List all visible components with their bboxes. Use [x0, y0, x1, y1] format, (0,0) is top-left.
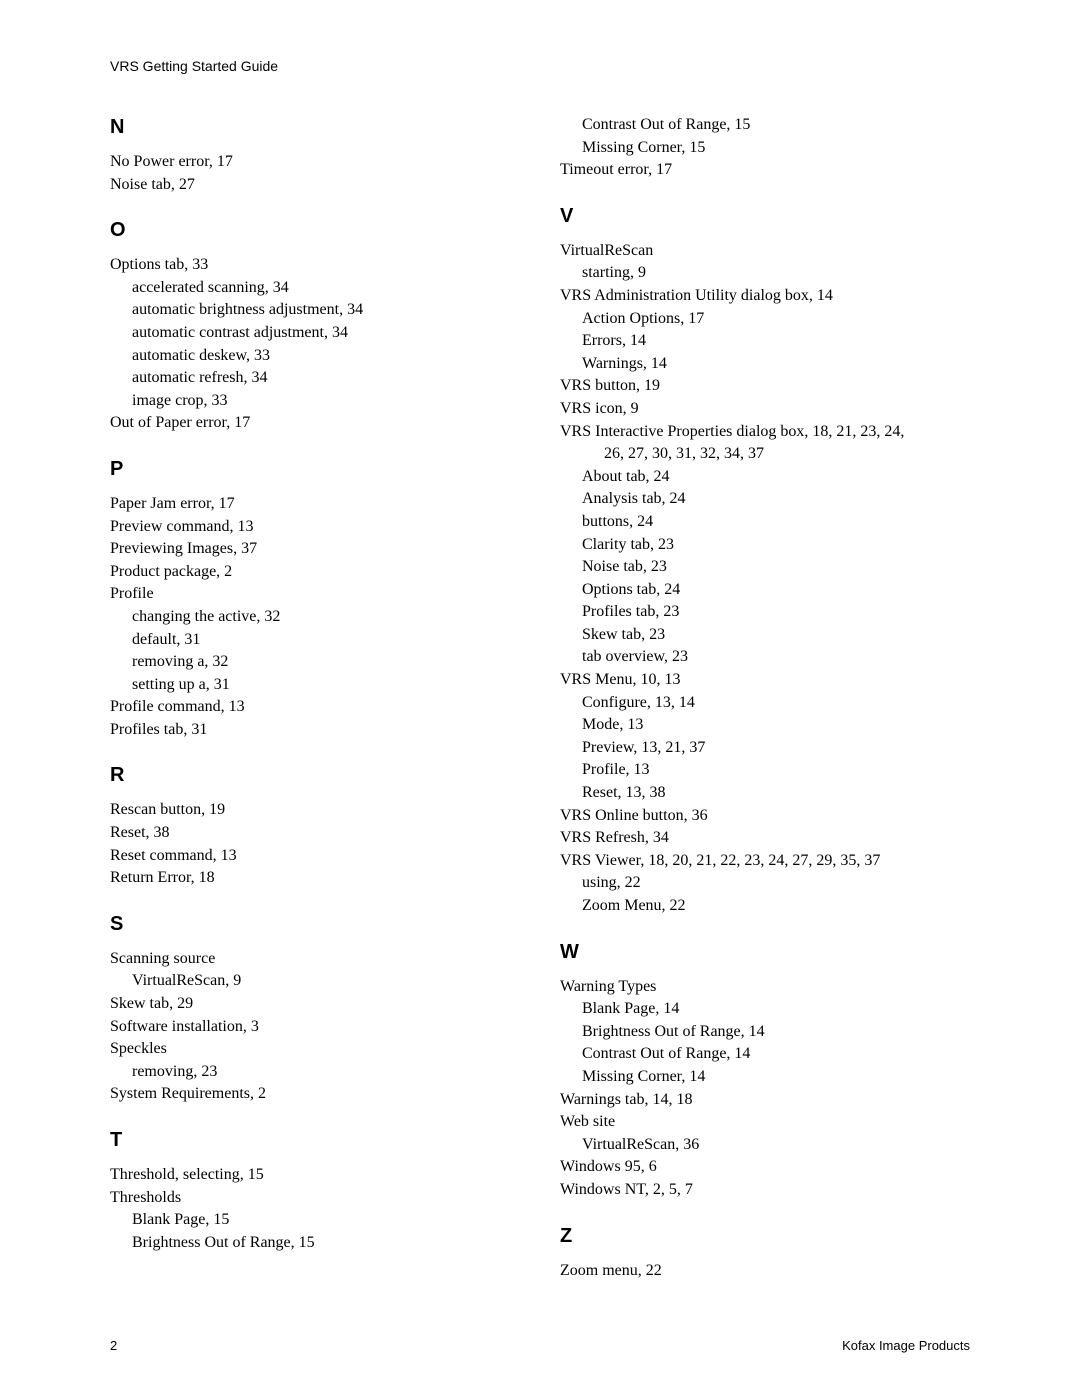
index-columns: N No Power error, 17 Noise tab, 27 O Opt… [110, 114, 970, 1282]
index-subentry: Blank Page, 14 [560, 998, 970, 1020]
index-entry: Paper Jam error, 17 [110, 493, 520, 515]
index-entry: VRS Online button, 36 [560, 805, 970, 827]
index-subentry: Analysis tab, 24 [560, 488, 970, 510]
index-subentry: Zoom Menu, 22 [560, 895, 970, 917]
index-entry: Zoom menu, 22 [560, 1260, 970, 1282]
index-subentry: Profile, 13 [560, 759, 970, 781]
index-subentry: setting up a, 31 [110, 674, 520, 696]
index-subentry: automatic refresh, 34 [110, 367, 520, 389]
index-subentry: starting, 9 [560, 262, 970, 284]
index-entry: VirtualReScan [560, 240, 970, 262]
index-entry: Software installation, 3 [110, 1016, 520, 1038]
index-subentry: automatic brightness adjustment, 34 [110, 299, 520, 321]
index-subentry: changing the active, 32 [110, 606, 520, 628]
index-subentry: VirtualReScan, 9 [110, 970, 520, 992]
index-subentry: 26, 27, 30, 31, 32, 34, 37 [560, 443, 970, 465]
index-entry: Previewing Images, 37 [110, 538, 520, 560]
index-entry: Rescan button, 19 [110, 799, 520, 821]
index-entry: No Power error, 17 [110, 151, 520, 173]
index-entry: VRS button, 19 [560, 375, 970, 397]
index-subentry: automatic deskew, 33 [110, 345, 520, 367]
footer-company: Kofax Image Products [842, 1338, 970, 1353]
index-subentry: Reset, 13, 38 [560, 782, 970, 804]
index-subentry: Contrast Out of Range, 14 [560, 1043, 970, 1065]
index-page: VRS Getting Started Guide N No Power err… [0, 0, 1080, 1397]
letter-heading-n: N [110, 114, 520, 141]
letter-heading-r: R [110, 762, 520, 789]
index-subentry: Profiles tab, 23 [560, 601, 970, 623]
index-subentry: buttons, 24 [560, 511, 970, 533]
index-subentry: removing a, 32 [110, 651, 520, 673]
right-column: Contrast Out of Range, 15 Missing Corner… [560, 114, 970, 1282]
index-entry: Skew tab, 29 [110, 993, 520, 1015]
index-subentry: Warnings, 14 [560, 353, 970, 375]
index-subentry: image crop, 33 [110, 390, 520, 412]
index-subentry: using, 22 [560, 872, 970, 894]
index-subentry: accelerated scanning, 34 [110, 277, 520, 299]
index-subentry: Brightness Out of Range, 15 [110, 1232, 520, 1254]
index-subentry: Configure, 13, 14 [560, 692, 970, 714]
index-entry: Product package, 2 [110, 561, 520, 583]
index-entry: Threshold, selecting, 15 [110, 1164, 520, 1186]
index-entry: Web site [560, 1111, 970, 1133]
letter-heading-s: S [110, 911, 520, 938]
index-entry: Profile command, 13 [110, 696, 520, 718]
index-subentry: Options tab, 24 [560, 579, 970, 601]
index-entry: VRS Viewer, 18, 20, 21, 22, 23, 24, 27, … [560, 850, 970, 872]
index-subentry: About tab, 24 [560, 466, 970, 488]
index-subentry: Blank Page, 15 [110, 1209, 520, 1231]
index-subentry: Missing Corner, 15 [560, 137, 970, 159]
index-entry: VRS Refresh, 34 [560, 827, 970, 849]
letter-heading-z: Z [560, 1223, 970, 1250]
index-entry: Windows NT, 2, 5, 7 [560, 1179, 970, 1201]
index-entry: VRS Menu, 10, 13 [560, 669, 970, 691]
index-entry: System Requirements, 2 [110, 1083, 520, 1105]
index-entry: Warnings tab, 14, 18 [560, 1089, 970, 1111]
letter-heading-v: V [560, 203, 970, 230]
left-column: N No Power error, 17 Noise tab, 27 O Opt… [110, 114, 520, 1282]
running-header: VRS Getting Started Guide [110, 58, 970, 74]
page-number: 2 [110, 1338, 117, 1353]
index-entry: Noise tab, 27 [110, 174, 520, 196]
letter-heading-o: O [110, 217, 520, 244]
index-subentry: Noise tab, 23 [560, 556, 970, 578]
index-entry: Scanning source [110, 948, 520, 970]
index-entry: Warning Types [560, 976, 970, 998]
index-entry: Speckles [110, 1038, 520, 1060]
index-entry: VRS Administration Utility dialog box, 1… [560, 285, 970, 307]
index-entry: Reset, 38 [110, 822, 520, 844]
index-subentry: automatic contrast adjustment, 34 [110, 322, 520, 344]
index-subentry: Clarity tab, 23 [560, 534, 970, 556]
index-subentry: Brightness Out of Range, 14 [560, 1021, 970, 1043]
index-subentry: removing, 23 [110, 1061, 520, 1083]
index-entry: Out of Paper error, 17 [110, 412, 520, 434]
page-footer: 2 Kofax Image Products [110, 1338, 970, 1353]
index-subentry: Missing Corner, 14 [560, 1066, 970, 1088]
index-subentry: Errors, 14 [560, 330, 970, 352]
index-subentry: Mode, 13 [560, 714, 970, 736]
index-entry: Reset command, 13 [110, 845, 520, 867]
index-entry: Thresholds [110, 1187, 520, 1209]
letter-heading-p: P [110, 456, 520, 483]
index-subentry: default, 31 [110, 629, 520, 651]
index-entry: Windows 95, 6 [560, 1156, 970, 1178]
letter-heading-w: W [560, 939, 970, 966]
index-subentry: tab overview, 23 [560, 646, 970, 668]
index-subentry: Skew tab, 23 [560, 624, 970, 646]
index-entry: Timeout error, 17 [560, 159, 970, 181]
index-subentry: Preview, 13, 21, 37 [560, 737, 970, 759]
index-entry: Return Error, 18 [110, 867, 520, 889]
index-subentry: Contrast Out of Range, 15 [560, 114, 970, 136]
index-entry: Options tab, 33 [110, 254, 520, 276]
index-entry: Profiles tab, 31 [110, 719, 520, 741]
letter-heading-t: T [110, 1127, 520, 1154]
index-entry: Preview command, 13 [110, 516, 520, 538]
index-entry: VRS Interactive Properties dialog box, 1… [560, 421, 970, 443]
index-entry: VRS icon, 9 [560, 398, 970, 420]
index-subentry: Action Options, 17 [560, 308, 970, 330]
index-entry: Profile [110, 583, 520, 605]
index-subentry: VirtualReScan, 36 [560, 1134, 970, 1156]
